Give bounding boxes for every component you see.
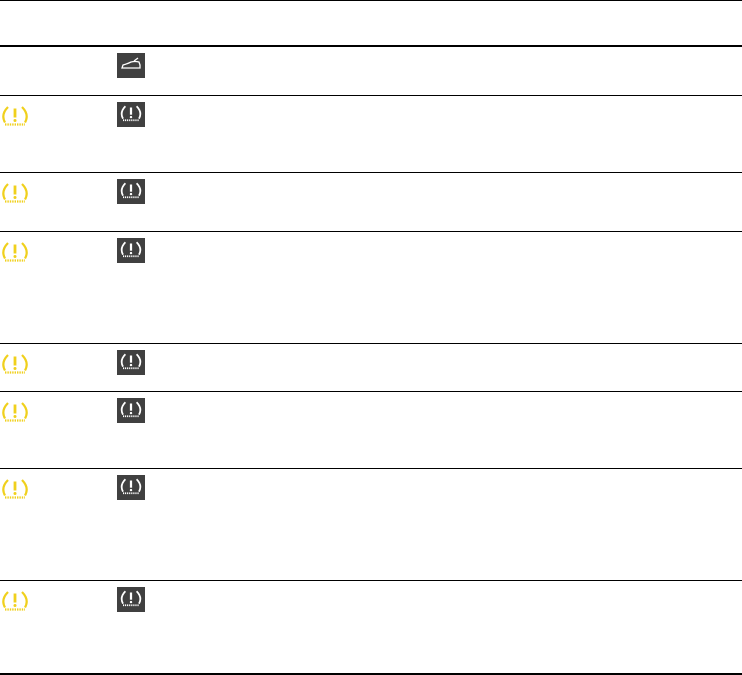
tpms-icon-yellow: [2, 590, 28, 611]
tpms-icon-gray: [117, 238, 145, 263]
tpms-icon-gray: [117, 179, 145, 204]
tpms-icon-gray: [117, 350, 145, 375]
hood-icon: [117, 53, 145, 78]
tpms-icon-gray: [117, 102, 145, 127]
row-icons: [2, 53, 145, 612]
tpms-icon-yellow: [2, 401, 28, 422]
tpms-icon-yellow: [2, 478, 28, 499]
tpms-icon-yellow: [2, 182, 28, 203]
tpms-icon-gray: [117, 587, 145, 612]
tpms-icon-yellow: [2, 353, 28, 374]
tpms-icon-yellow: [2, 241, 28, 262]
tpms-icon-gray: [117, 475, 145, 500]
tpms-icon-yellow: [2, 105, 28, 126]
tpms-icon-gray: [117, 398, 145, 423]
